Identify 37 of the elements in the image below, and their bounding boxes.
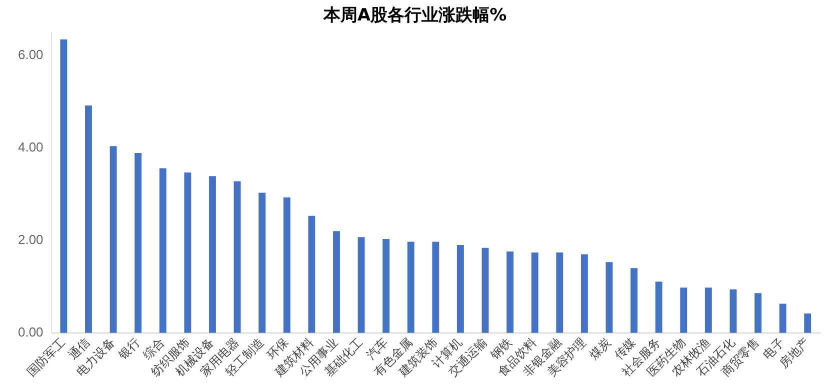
bar <box>630 268 638 333</box>
bar <box>804 313 812 333</box>
bar <box>456 245 464 333</box>
bar <box>60 39 68 333</box>
bar <box>234 181 241 333</box>
bar <box>680 288 688 333</box>
bar <box>482 248 489 333</box>
bar <box>655 282 662 333</box>
bar <box>159 168 166 333</box>
bar <box>332 231 340 333</box>
bar <box>606 262 613 333</box>
bar <box>209 176 216 333</box>
bar <box>85 105 92 333</box>
x-tick-label: 银行 <box>114 335 142 363</box>
bar <box>358 237 365 333</box>
chart-title: 本周A股各行业涨跌幅% <box>322 6 507 26</box>
bar <box>556 252 564 333</box>
bar <box>382 239 390 333</box>
bar <box>704 288 712 333</box>
bar <box>779 304 786 333</box>
x-tick-label: 煤炭 <box>586 335 614 362</box>
y-tick-label: 2.00 <box>18 232 44 247</box>
bar <box>110 146 117 333</box>
y-tick-label: 6.00 <box>18 47 44 62</box>
bar <box>407 242 414 333</box>
bar <box>134 153 142 333</box>
bar <box>283 197 290 333</box>
bar <box>506 252 514 333</box>
bar <box>184 172 192 333</box>
bar <box>531 252 538 333</box>
bar <box>730 289 737 333</box>
bar <box>754 293 762 333</box>
bar <box>580 254 588 333</box>
y-tick-label: 4.00 <box>18 140 44 155</box>
bar <box>432 242 440 333</box>
bar <box>308 216 316 333</box>
bar <box>258 192 266 333</box>
